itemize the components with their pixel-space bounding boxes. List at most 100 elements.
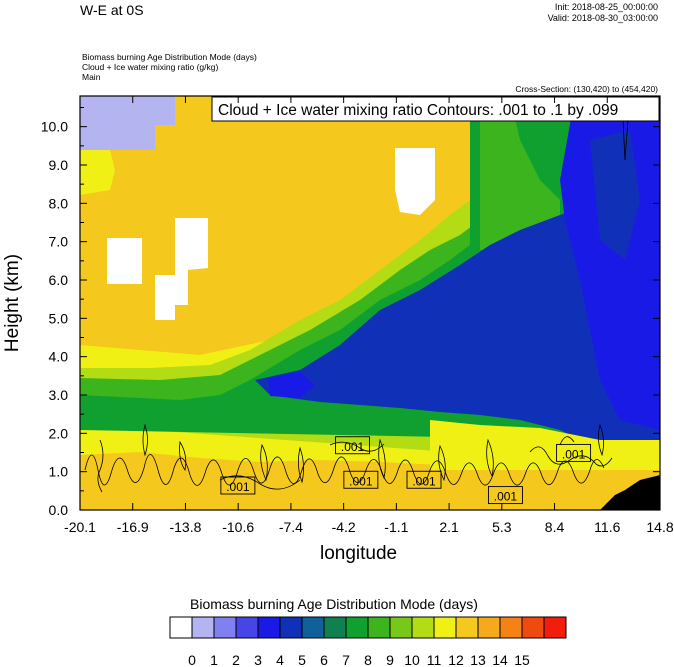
field-desc-1: Biomass burning Age Distribution Mode (d… bbox=[82, 52, 257, 62]
region-central-blue bbox=[255, 195, 660, 480]
x-tick-label: -4.2 bbox=[332, 519, 356, 535]
colorbar-swatch bbox=[389, 616, 413, 639]
contour-legend: Cloud + Ice water mixing ratio Contours:… bbox=[211, 96, 660, 122]
contour-label: .001 bbox=[341, 440, 365, 454]
y-tick-label: 8.0 bbox=[49, 195, 69, 211]
cloud-contours bbox=[84, 119, 629, 493]
colorbar-label: 14 bbox=[492, 652, 508, 667]
y-tick-label: 9.0 bbox=[49, 157, 69, 173]
colorbar-title: Biomass burning Age Distribution Mode (d… bbox=[190, 596, 478, 612]
colorbar-swatch bbox=[323, 616, 347, 639]
colorbar-label: 10 bbox=[404, 652, 420, 667]
colorbar-swatch bbox=[455, 616, 479, 639]
colorbar-swatch bbox=[411, 616, 435, 639]
contour-label-box bbox=[343, 470, 379, 489]
colorbar-label: 9 bbox=[386, 652, 394, 667]
axes: -20.1 -16.9 -13.8 -10.6 -7.4 -4.2 -1.1 2.1 5.3 8.… bbox=[41, 96, 674, 535]
y-tick-label: 3.0 bbox=[49, 387, 69, 403]
contour-label-box bbox=[487, 486, 523, 505]
y-tick-label: 1.0 bbox=[49, 464, 69, 480]
cross-section-label: Cross-Section: (130,420) to (454,420) bbox=[515, 84, 658, 94]
colorbar-label: 7 bbox=[342, 652, 350, 667]
colorbar-swatch bbox=[257, 616, 281, 639]
colorbar-label: 2 bbox=[232, 652, 240, 667]
region-upper-yellow bbox=[80, 150, 115, 195]
white-patch-4 bbox=[155, 275, 175, 320]
x-tick-label: -13.8 bbox=[169, 519, 201, 535]
y-tick-label: 4.0 bbox=[49, 349, 69, 365]
colorbar-swatch bbox=[543, 616, 567, 639]
contour-label-box bbox=[220, 476, 256, 495]
x-tick-label: 11.6 bbox=[594, 519, 620, 535]
field-description: Biomass burning Age Distribution Mode (d… bbox=[82, 52, 257, 82]
contour-legend-text: Cloud + Ice water mixing ratio Contours:… bbox=[218, 102, 618, 119]
colorbar-label: 4 bbox=[276, 652, 284, 667]
region-east-blue-core bbox=[590, 130, 640, 260]
contour-labels: .001 .001 .001 .001 .001 .001 bbox=[220, 436, 592, 505]
colorbar-swatch bbox=[433, 616, 457, 639]
region-east-light-green bbox=[480, 96, 560, 250]
contour-label-box bbox=[556, 443, 592, 462]
init-time: Init: 2018-08-25_00:00:00 bbox=[554, 2, 658, 12]
time-info: Init: 2018-08-25_00:00:00 Valid: 2018-08… bbox=[548, 2, 658, 24]
colorbar: 0 1 2 3 4 5 6 7 8 9 10 11 12 13 14 15 bbox=[169, 616, 567, 667]
contour-label-box bbox=[335, 436, 371, 455]
y-axis-label: Height (km) bbox=[2, 254, 23, 352]
colorbar-label: 13 bbox=[470, 652, 486, 667]
contour-label: .001 bbox=[412, 474, 436, 488]
colorbar-swatch bbox=[367, 616, 391, 639]
colorbar-label: 11 bbox=[427, 652, 442, 667]
x-tick-label: -16.9 bbox=[117, 519, 149, 535]
x-axis-label: longitude bbox=[320, 543, 398, 564]
x-tick-label: -20.1 bbox=[64, 519, 96, 535]
colorbar-swatch bbox=[191, 616, 215, 639]
x-tick-label: -7.4 bbox=[279, 519, 303, 535]
contour-label: .001 bbox=[226, 480, 250, 494]
colorbar-swatch bbox=[279, 616, 303, 639]
region-top-lavender bbox=[80, 96, 175, 150]
colorbar-swatch bbox=[169, 616, 193, 639]
contour-label: .001 bbox=[349, 474, 373, 488]
contour-legend-box bbox=[211, 96, 660, 122]
colorbar-label: 0 bbox=[188, 652, 196, 667]
colorbar-label: 6 bbox=[320, 652, 328, 667]
terrain bbox=[600, 475, 660, 510]
colorbar-swatch bbox=[345, 616, 369, 639]
field-desc-2: Cloud + Ice water mixing ratio (g/kg) bbox=[82, 62, 219, 72]
x-tick-label: -10.6 bbox=[222, 519, 254, 535]
colorbar-swatch bbox=[499, 616, 523, 639]
colorbar-label: 8 bbox=[364, 652, 372, 667]
colorbar-swatch bbox=[235, 616, 259, 639]
y-tick-label: 10.0 bbox=[41, 119, 68, 135]
colorbar-swatch bbox=[521, 616, 545, 639]
region-east-yellow bbox=[430, 420, 660, 470]
colorbar-swatch bbox=[301, 616, 325, 639]
x-tick-label: 2.1 bbox=[439, 519, 459, 535]
x-tick-label: -1.1 bbox=[384, 519, 408, 535]
plot-title: W-E at 0S bbox=[80, 2, 144, 18]
colorbar-label: 12 bbox=[448, 652, 464, 667]
y-tick-label: 7.0 bbox=[49, 234, 69, 250]
white-patch-2 bbox=[107, 238, 142, 284]
contour-label: .001 bbox=[562, 447, 586, 461]
y-tick-label: 0.0 bbox=[49, 502, 69, 518]
contour-label-box bbox=[406, 470, 442, 489]
white-patch-1 bbox=[395, 148, 435, 215]
x-tick-label: 8.4 bbox=[545, 519, 565, 535]
field-desc-3: Main bbox=[82, 72, 101, 82]
y-tick-label: 2.0 bbox=[49, 425, 69, 441]
colorbar-label: 1 bbox=[210, 652, 218, 667]
plot-frame bbox=[79, 95, 661, 511]
colorbar-label: 5 bbox=[298, 652, 306, 667]
plot-area: .001 .001 .001 .001 .001 .001 bbox=[80, 96, 660, 510]
contour-label: .001 bbox=[494, 490, 518, 504]
colorbar-label: 3 bbox=[254, 652, 262, 667]
valid-time: Valid: 2018-08-30_03:00:00 bbox=[547, 13, 658, 23]
colorbar-label: 15 bbox=[514, 652, 530, 667]
colorbar-swatch bbox=[213, 616, 237, 639]
colorbar-swatch bbox=[477, 616, 501, 639]
y-tick-label: 5.0 bbox=[49, 310, 69, 326]
x-tick-label: 14.8 bbox=[646, 519, 673, 535]
region-blue-blob-west bbox=[268, 372, 315, 398]
